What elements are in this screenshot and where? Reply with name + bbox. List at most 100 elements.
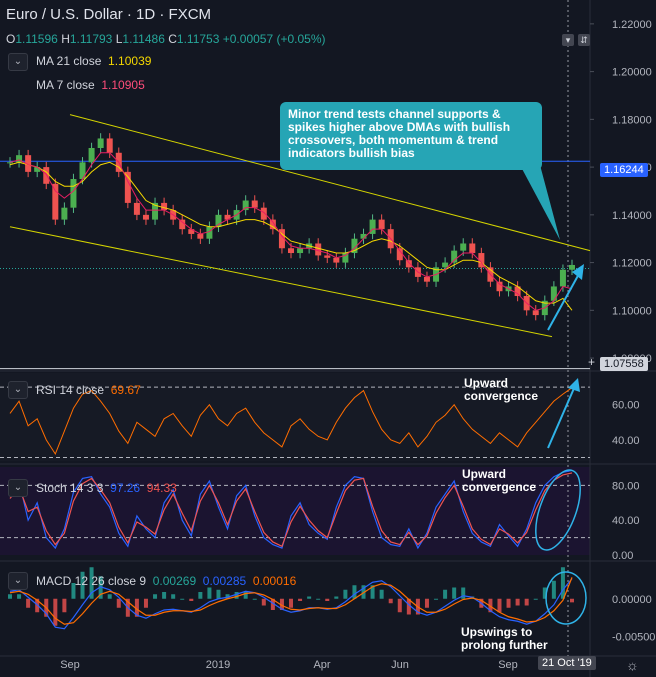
ma21-line [9,161,573,311]
price-tick-label-5: 1.12000 [612,258,652,270]
candle-body-23 [215,214,222,227]
macd-legend: MACD 12 26 close 9 0.00269 0.00285 0.000… [36,574,297,588]
collapse-indicators-button[interactable]: ⌄ [8,53,28,71]
stoch-collapse-button[interactable]: ⌄ [8,479,28,497]
crosshair-plus-icon[interactable]: + [588,355,596,369]
macd-hist-bar-34 [316,598,321,600]
x-tick-label-3: Jun [391,659,409,671]
candle-body-9 [88,148,95,163]
candle-body-60 [550,286,557,301]
candle-body-22 [206,226,213,239]
price-tick-label-0: 1.22000 [612,19,652,31]
macd-hist-bar-9 [89,567,94,599]
rsi-legend: RSI 14 close 69.67 [36,383,141,397]
candle-body-28 [260,207,267,220]
macd-hist-bar-19 [180,598,185,600]
macd-hist-bar-59 [542,587,547,599]
macd-hist-bar-20 [189,598,194,601]
candle-body-7 [70,179,77,208]
candle-body-48 [442,262,449,268]
settings-button[interactable]: ⇵ [578,34,590,46]
stoch-d-line [9,472,573,548]
macd-hist-bar-32 [298,598,303,601]
callout-pointer [520,165,560,240]
candle-body-8 [79,162,86,180]
macd-hist-bar-15 [143,598,148,608]
macd-hist-bar-11 [107,594,112,599]
macd-hist-bar-29 [270,598,275,610]
macd-hist-bar-58 [533,598,538,600]
macd-hist-bar-31 [289,598,293,608]
macd-hist-bar-26 [243,592,248,599]
stoch-tick-label-1: 40.00 [612,515,640,527]
candle-body-17 [161,202,168,211]
macd-hist-bar-10 [98,576,103,599]
macd-hist-bar-2 [26,598,31,608]
candle-body-4 [43,167,50,184]
rsi-line [9,387,573,456]
candle-body-1 [16,155,23,163]
candle-body-19 [179,219,186,230]
macd-hist-bar-6 [62,598,67,613]
rsi-annotation: Upward convergence [464,376,539,403]
macd-hist-bar-0 [8,594,12,599]
macd-hist-bar-43 [397,598,402,613]
candle-body-26 [242,200,249,211]
macd-hist-bar-41 [379,589,384,599]
rsi-collapse-button[interactable]: ⌄ [8,381,28,399]
macd-hist-bar-28 [261,598,266,606]
candle-body-61 [559,269,566,287]
macd-hist-bar-61 [560,567,565,599]
price-tick-label-2: 1.18000 [612,114,652,126]
candle-body-15 [142,214,149,220]
rsi-pane-bg [0,373,590,461]
candle-body-10 [97,138,104,148]
x-tick-label-4: Sep [498,659,518,671]
ma7-line [9,152,573,311]
macd-hist-bar-25 [234,592,239,599]
macd-hist-bar-62 [570,598,574,603]
candle-body-11 [106,138,113,153]
channel-lower-line [9,226,553,338]
candle-body-27 [251,200,258,208]
macd-hist-bar-36 [334,596,339,599]
macd-hist-bar-35 [325,598,330,601]
x-tick-label-0: Sep [60,659,80,671]
macd-collapse-button[interactable]: ⌄ [8,572,28,590]
scroll-down-button[interactable]: ▾ [562,34,574,46]
rsi-arrow-head [568,378,580,392]
macd-hist-bar-18 [171,594,176,599]
candle-body-41 [378,219,385,230]
ohlc-readout: O1.11596 H1.11793 L1.11486 C1.11753 +0.0… [6,32,326,46]
gear-icon[interactable]: ☼ [626,657,639,673]
macd-hist-bar-17 [162,592,167,599]
stoch-tick-label-2: 0.00 [612,550,633,562]
candle-body-14 [133,202,140,215]
candle-body-62 [569,264,575,270]
macd-hist-bar-50 [461,587,466,599]
stoch-highlight-ellipse [535,469,581,551]
macd-hist-bar-12 [116,598,121,608]
candle-body-56 [514,286,521,296]
macd-hist-bar-21 [198,592,203,599]
candle-body-58 [532,310,539,316]
macd-hist-bar-44 [406,598,411,615]
macd-hist-bar-16 [153,594,158,599]
stoch-legend: Stoch 14 3 3 97.26 94.33 [36,481,177,495]
macd-hist-bar-46 [424,598,429,608]
resistance-price-tag: 1.16244 [600,163,648,177]
candle-body-54 [496,281,503,292]
ma7-legend: MA 7 close 1.10905 [36,78,145,92]
macd-hist-bar-53 [488,598,493,613]
macd-hist-bar-37 [343,589,348,599]
price-arrow [547,271,581,331]
macd-signal-line [9,577,573,625]
candle-body-3 [34,167,41,172]
channel-upper-line [69,114,591,252]
chart-title: Euro / U.S. Dollar · 1D · FXCM [6,6,212,23]
macd-highlight-ellipse [545,571,587,625]
candle-body-49 [451,250,458,263]
macd-hist-bar-22 [207,587,212,599]
x-tick-label-1: 2019 [206,659,230,671]
candle-body-34 [315,243,322,256]
